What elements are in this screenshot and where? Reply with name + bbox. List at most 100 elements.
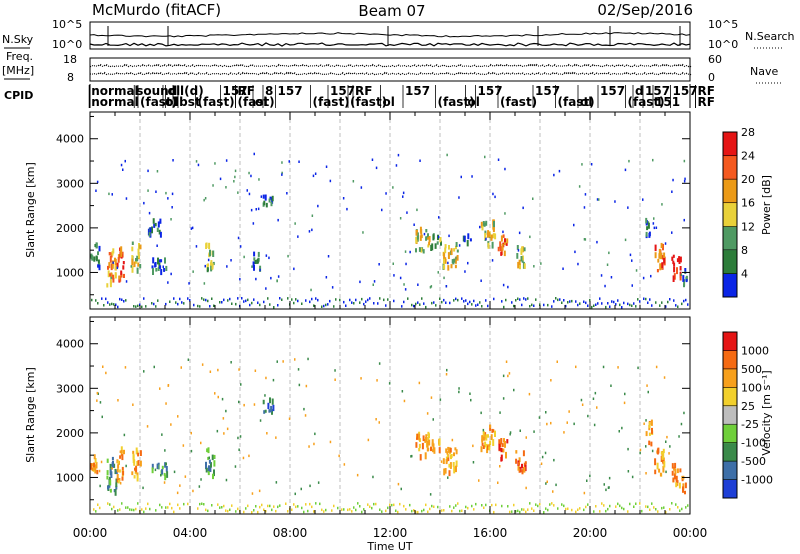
echo-cell (447, 454, 450, 462)
scatter-point (216, 429, 219, 433)
ground-scatter (523, 508, 525, 511)
echo-cell (158, 229, 161, 235)
ground-scatter (639, 502, 641, 505)
scatter-point (198, 485, 201, 488)
scatter-point (342, 197, 345, 200)
scatter-point (614, 200, 616, 203)
echo-cell (207, 466, 210, 471)
ground-scatter (367, 503, 369, 506)
ground-scatter (145, 507, 147, 510)
nsky-traces (89, 26, 691, 47)
scatter-point (610, 276, 613, 279)
ground-scatter (137, 304, 139, 308)
scatter-point (130, 265, 132, 268)
ground-scatter (407, 297, 409, 300)
scatter-point (509, 431, 512, 434)
scatter-point (472, 444, 474, 448)
ground-scatter (607, 507, 609, 511)
scatter-point (522, 206, 524, 210)
scatter-point (438, 216, 440, 219)
cpid-entry: dl (168, 84, 181, 98)
echo-cell (117, 257, 120, 263)
scatter-point (580, 398, 583, 402)
ground-scatter (95, 510, 97, 513)
ground-scatter (235, 302, 237, 306)
ground-scatter (443, 298, 445, 302)
scatter-point (255, 277, 257, 281)
ground-scatter (363, 508, 365, 511)
echo-cell (428, 241, 431, 246)
scatter-point (647, 390, 649, 394)
scatter-point (502, 374, 505, 378)
ground-scatter (259, 303, 261, 307)
scatter-point (378, 263, 380, 266)
scatter-point (683, 411, 685, 415)
ground-scatter (615, 505, 617, 508)
ground-scatter (353, 302, 355, 305)
ground-scatter (267, 297, 269, 300)
scatter-point (277, 218, 279, 222)
ground-scatter (151, 302, 153, 305)
scatter-point (683, 218, 685, 222)
cpid-entry: (fast) (500, 95, 537, 109)
scatter-point (671, 190, 673, 193)
scatter-point (532, 197, 534, 200)
echo-cell (487, 242, 490, 249)
ground-scatter (295, 298, 297, 301)
scatter-point (226, 427, 229, 431)
ground-scatter (115, 303, 117, 306)
scatter-point (272, 378, 275, 382)
scatter-point (298, 383, 301, 387)
ground-scatter (485, 299, 487, 302)
ground-scatter (279, 297, 281, 300)
ground-scatter (297, 505, 299, 508)
colorbar-segment (723, 461, 737, 480)
echo-cell (107, 270, 110, 278)
echo-cell (94, 458, 97, 464)
scatter-point (173, 470, 176, 474)
ground-scatter (287, 510, 289, 513)
echo-cell (500, 235, 503, 242)
scatter-point (402, 191, 405, 195)
ground-scatter (563, 299, 565, 302)
echo-cell (482, 445, 485, 449)
ground-scatter (343, 300, 345, 304)
echo-cell (685, 278, 688, 283)
ground-scatter (687, 303, 689, 306)
ground-scatter (519, 510, 521, 514)
scatter-point (594, 391, 597, 395)
ground-scatter (243, 300, 245, 303)
x-tick-label: 08:00 (273, 526, 308, 540)
scatter-point (255, 208, 257, 211)
scatter-point (225, 478, 228, 482)
ground-scatter (471, 504, 473, 508)
echo-cell (137, 248, 140, 255)
colorbar-tick-label: 24 (741, 150, 755, 163)
colorbar-tick-label: 20 (741, 173, 755, 186)
scatter-point (525, 486, 527, 490)
scatter-point (504, 212, 506, 215)
echo-cell (449, 447, 452, 453)
ground-scatter (535, 503, 537, 506)
scatter-point (397, 482, 400, 486)
ground-scatter (107, 502, 109, 505)
echo-cell (487, 434, 489, 438)
cpid-entry: l(d) (180, 84, 204, 98)
ground-scatter (343, 508, 345, 511)
echo-cell (133, 475, 136, 479)
echo-cell (263, 410, 266, 414)
echo-cell (656, 462, 659, 470)
scatter-point (179, 484, 181, 487)
scatter-point (479, 225, 481, 229)
ground-scatter (655, 301, 657, 304)
echo-cell (483, 222, 486, 227)
echo-cell (424, 452, 427, 460)
scatter-point (602, 365, 605, 369)
scatter-point (96, 391, 99, 395)
scatter-point (393, 274, 395, 277)
ground-scatter (125, 299, 127, 302)
echo-cell (456, 249, 459, 253)
scatter-point (258, 178, 260, 181)
scatter-point (148, 211, 151, 215)
